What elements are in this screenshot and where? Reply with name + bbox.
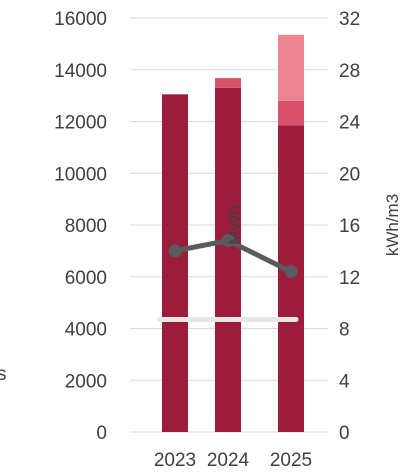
y-tick-label-left: 0 [96, 423, 107, 444]
bar-segment [278, 100, 304, 126]
bars [162, 34, 304, 433]
y-tick-label-right: 28 [339, 61, 360, 82]
line-point [168, 244, 182, 258]
y-tick-label-right: 12 [339, 268, 360, 289]
y-tick-label-right: 20 [339, 164, 360, 185]
bar-segment [215, 87, 241, 433]
y-tick-label-left: 2000 [65, 371, 107, 392]
tick-labels: 0 2000 4000 6000 8000 10000 12000 14000 16000 0 4 8… [54, 9, 360, 471]
y-tick-label-right: 4 [339, 371, 350, 392]
bar-segment [162, 94, 188, 433]
y-axis-label-left: MWh [225, 205, 244, 245]
y-tick-label-left: 8000 [65, 216, 107, 237]
y-tick-label-right: 0 [339, 423, 350, 444]
y-tick-label-left: 12000 [54, 113, 107, 134]
x-tick-label: 2023 [154, 450, 196, 471]
y-tick-label-right: 24 [339, 113, 361, 134]
y-tick-label-left: 10000 [54, 164, 107, 185]
line-point [221, 234, 235, 248]
lines [157, 234, 299, 322]
y-tick-label-left: 4000 [65, 320, 107, 341]
bar-segment [278, 34, 304, 101]
partial-left-text: s [0, 364, 7, 385]
x-tick-label: 2025 [270, 450, 312, 471]
bar-segment [215, 78, 241, 88]
y-tick-label-right: 32 [339, 9, 360, 30]
y-tick-label-right: 8 [339, 320, 350, 341]
y-axis-label-right: kWh/m3 [383, 194, 402, 256]
y-tick-label-left: 6000 [65, 268, 107, 289]
line-point [284, 265, 298, 279]
y-tick-label-left: 16000 [54, 9, 107, 30]
x-tick-label: 2024 [207, 450, 250, 471]
bar-segment [278, 125, 304, 432]
y-tick-label-right: 16 [339, 216, 360, 237]
y-tick-label-left: 14000 [54, 61, 107, 82]
